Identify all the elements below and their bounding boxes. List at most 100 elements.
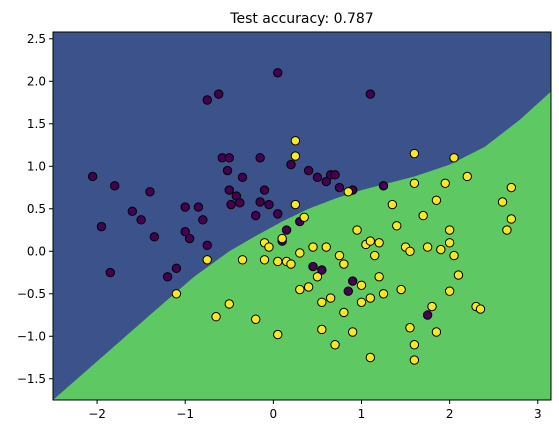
scatter-point-class-0 — [308, 261, 318, 272]
scatter-point-class-1 — [211, 312, 221, 322]
scatter-point-class-1 — [502, 225, 512, 235]
scatter-point-class-1 — [370, 250, 380, 261]
scatter-point-class-1 — [325, 293, 336, 303]
scatter-point-class-1 — [444, 238, 455, 248]
axes-frame — [52, 31, 552, 401]
scatter-point-class-0 — [334, 182, 345, 193]
scatter-point-class-1 — [444, 286, 455, 296]
region-class-1 — [53, 91, 551, 400]
scatter-point-class-0 — [87, 171, 98, 182]
scatter-point-class-1 — [334, 250, 345, 261]
plot-area — [53, 32, 551, 400]
scatter-point-class-1 — [273, 256, 283, 267]
scatter-point-class-0 — [180, 202, 190, 212]
scatter-point-class-0 — [136, 215, 146, 225]
scatter-point-class-0 — [109, 181, 120, 191]
scatter-point-class-0 — [378, 181, 389, 191]
scatter-point-class-0 — [162, 272, 173, 282]
x-axis-ticks: −2 −1 0 1 2 3 — [88, 400, 542, 421]
scatter-point-class-0 — [171, 263, 182, 273]
x-tick-label: −2 — [88, 407, 106, 421]
y-axis-ticks: −1.5 −1.0 −0.5 0.0 0.5 1.0 1.5 2.0 2.5 — [17, 32, 53, 386]
scatter-point-class-1 — [295, 284, 305, 295]
scatter-point-class-0 — [96, 221, 107, 232]
scatter-point-class-1 — [259, 255, 270, 265]
scatter-point-class-1 — [339, 307, 349, 318]
scatter-point-class-1 — [475, 304, 486, 314]
scatter-point-class-0 — [264, 199, 274, 210]
scatter-point-class-1 — [317, 297, 327, 307]
scatter-point-class-1 — [290, 199, 301, 210]
scatter-point-class-1 — [506, 182, 517, 193]
scatter-point-class-0 — [255, 153, 265, 163]
scatter-point-class-1 — [409, 148, 420, 159]
scatter-point-class-1 — [303, 282, 314, 292]
scatter-point-class-0 — [273, 68, 283, 78]
scatter-point-class-1 — [453, 270, 464, 280]
scatter-point-class-1 — [374, 272, 384, 282]
scatter-point-class-0 — [321, 176, 331, 187]
scatter-point-class-0 — [105, 267, 115, 278]
scatter-point-class-1 — [339, 259, 349, 269]
y-tick-label: −1.5 — [17, 372, 46, 386]
x-tick-label: 3 — [534, 407, 542, 421]
scatter-point-class-1 — [352, 225, 362, 235]
scatter-point-class-1 — [251, 314, 261, 324]
scatter-point-class-0 — [198, 215, 208, 225]
scatter-point-class-0 — [222, 165, 233, 176]
scatter-point-class-1 — [312, 272, 323, 282]
scatter-point-class-0 — [127, 206, 138, 217]
scatter-point-class-1 — [365, 293, 376, 303]
scatter-point-class-1 — [497, 197, 508, 207]
scatter-point-class-1 — [449, 250, 459, 261]
y-tick-label: 1.5 — [27, 117, 46, 131]
scatter-point-class-1 — [264, 242, 274, 252]
x-tick-label: 2 — [446, 407, 454, 421]
scatter-point-class-1 — [317, 324, 327, 335]
scatter-point-class-1 — [330, 340, 340, 350]
scatter-point-class-0 — [273, 209, 283, 219]
scatter-point-class-0 — [365, 89, 376, 99]
scatter-point-class-1 — [237, 255, 248, 265]
scatter-point-class-1 — [290, 151, 301, 161]
scatter-point-class-0 — [347, 276, 358, 286]
scatter-point-class-1 — [431, 195, 442, 205]
scatter-point-class-0 — [145, 187, 155, 197]
scatter-point-class-0 — [202, 95, 212, 105]
scatter-point-class-0 — [180, 227, 190, 237]
y-tick-label: 1.0 — [27, 159, 46, 173]
scatter-point-class-1 — [422, 242, 433, 252]
scatter-point-class-1 — [224, 299, 234, 309]
y-tick-label: 2.5 — [27, 32, 46, 46]
x-tick-label: −1 — [176, 407, 194, 421]
scatter-point-class-0 — [193, 202, 204, 212]
scatter-point-class-1 — [277, 233, 287, 244]
scatter-point-class-1 — [418, 210, 428, 221]
scatter-point-class-1 — [290, 136, 301, 146]
y-tick-label: 0.0 — [27, 244, 46, 258]
scatter-point-class-1 — [374, 238, 384, 248]
scatter-point-class-1 — [202, 255, 212, 265]
scatter-point-class-0 — [184, 233, 195, 244]
scatter-point-class-0 — [251, 210, 261, 221]
scatter-point-class-1 — [396, 284, 406, 295]
y-tick-label: 0.5 — [27, 202, 46, 216]
scatter-point-class-1 — [343, 187, 353, 197]
scatter-point-class-0 — [224, 185, 234, 195]
scatter-point-class-0 — [317, 265, 327, 275]
scatter-point-class-1 — [299, 212, 309, 222]
scatter-point-class-0 — [255, 197, 265, 207]
scatter-point-class-0 — [224, 153, 234, 163]
scatter-point-class-0 — [312, 172, 323, 183]
y-tick-label: −0.5 — [17, 287, 46, 301]
scatter-point-class-1 — [440, 178, 450, 188]
scatter-point-class-1 — [462, 171, 472, 182]
scatter-point-class-1 — [356, 297, 367, 307]
scatter-point-class-0 — [343, 286, 353, 296]
scatter-point-class-1 — [378, 289, 389, 299]
scatter-point-class-0 — [303, 165, 314, 176]
scatter-point-class-1 — [436, 244, 446, 255]
scatter-point-class-0 — [237, 172, 248, 183]
scatter-point-class-1 — [295, 248, 305, 258]
scatter-point-class-1 — [321, 242, 331, 252]
